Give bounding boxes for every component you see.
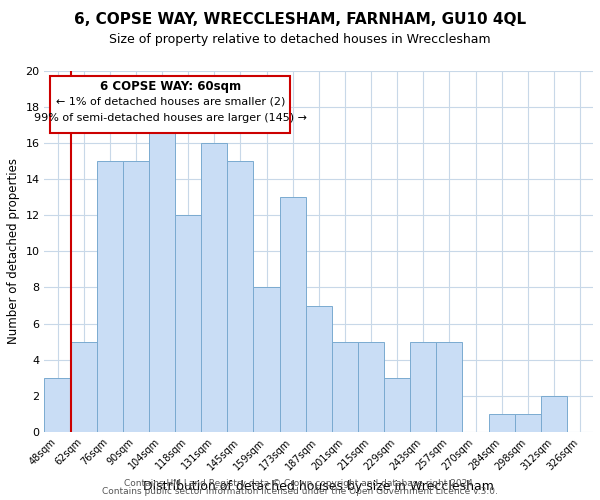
Bar: [436, 342, 463, 432]
Bar: [384, 378, 410, 432]
Bar: [515, 414, 541, 432]
Text: Contains public sector information licensed under the Open Government Licence v.: Contains public sector information licen…: [102, 488, 498, 496]
Bar: [71, 342, 97, 432]
Bar: [358, 342, 384, 432]
Bar: [280, 198, 306, 432]
Bar: [149, 125, 175, 432]
Text: Contains HM Land Registry data © Crown copyright and database right 2024.: Contains HM Land Registry data © Crown c…: [124, 478, 476, 488]
Text: 6 COPSE WAY: 60sqm: 6 COPSE WAY: 60sqm: [100, 80, 241, 93]
Bar: [97, 161, 123, 432]
Bar: [541, 396, 567, 432]
Bar: [488, 414, 515, 432]
Bar: [253, 288, 280, 432]
Text: Size of property relative to detached houses in Wrecclesham: Size of property relative to detached ho…: [109, 32, 491, 46]
Bar: [227, 161, 253, 432]
Bar: [123, 161, 149, 432]
Y-axis label: Number of detached properties: Number of detached properties: [7, 158, 20, 344]
Text: 6, COPSE WAY, WRECCLESHAM, FARNHAM, GU10 4QL: 6, COPSE WAY, WRECCLESHAM, FARNHAM, GU10…: [74, 12, 526, 28]
Bar: [201, 143, 227, 432]
X-axis label: Distribution of detached houses by size in Wrecclesham: Distribution of detached houses by size …: [143, 480, 494, 493]
Bar: [44, 378, 71, 432]
Bar: [306, 306, 332, 432]
Text: 99% of semi-detached houses are larger (145) →: 99% of semi-detached houses are larger (…: [34, 113, 307, 123]
Bar: [410, 342, 436, 432]
Bar: [332, 342, 358, 432]
Text: ← 1% of detached houses are smaller (2): ← 1% of detached houses are smaller (2): [56, 96, 285, 106]
Bar: [175, 216, 201, 432]
